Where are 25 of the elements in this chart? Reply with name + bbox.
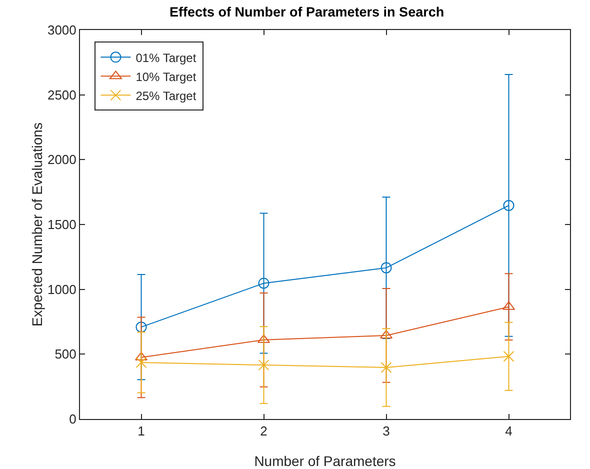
y-axis-title: Expected Number of Evaluations — [29, 122, 45, 326]
y-tick-label: 0 — [69, 412, 76, 427]
x-axis-title: Number of Parameters — [254, 453, 396, 469]
x-tick-label: 4 — [505, 424, 512, 439]
point — [258, 278, 270, 289]
chart-title: Effects of Number of Parameters in Search — [170, 4, 444, 20]
x-tick-label: 3 — [382, 424, 390, 439]
y-tick-label: 2500 — [47, 87, 76, 102]
point — [380, 262, 392, 274]
x-tick-label: 1 — [138, 424, 145, 439]
point — [136, 356, 147, 368]
y-tick-label: 1500 — [47, 217, 76, 232]
y-tick-label: 500 — [54, 346, 76, 362]
point — [503, 200, 514, 211]
point — [136, 322, 147, 333]
y-tick-label: 3000 — [47, 22, 76, 38]
legend-label: 25% Target — [136, 88, 197, 103]
point — [380, 362, 392, 374]
y-tick-label: 2000 — [47, 152, 76, 168]
point — [503, 350, 514, 362]
legend-label: 10% Target — [136, 70, 197, 84]
legend-label: 01% Target — [136, 50, 197, 65]
point — [258, 360, 270, 371]
x-tick-label: 2 — [260, 424, 268, 439]
y-tick-label: 1000 — [47, 282, 76, 297]
